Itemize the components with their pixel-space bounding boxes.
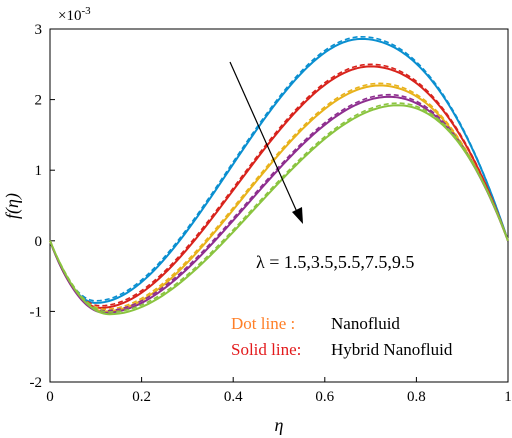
series-solid-line-4 [49, 95, 509, 314]
y-tick-label: 2 [35, 93, 43, 109]
y-tick-label: 1 [35, 163, 43, 179]
x-axis-label: η [275, 415, 284, 435]
legend-dot-line-desc: Nanofluid [331, 314, 400, 333]
series-dashed-line-4 [49, 93, 509, 312]
x-tick-label: 0.4 [224, 389, 243, 405]
legend-dot-line-label: Dot line : [231, 314, 295, 333]
y-tick-label: 0 [35, 234, 43, 250]
legend-solid-line-desc: Hybrid Nanofluid [331, 340, 453, 359]
y-axis-ticks: -2 -1 0 1 2 3 [30, 22, 55, 391]
series-solid-line-5 [49, 104, 509, 316]
lambda-annotation: λ = 1.5,3.5,5.5,7.5,9.5 [256, 252, 414, 272]
series-dashed-line-5 [49, 102, 509, 313]
legend: Dot line : Nanofluid Solid line: Hybrid … [231, 314, 453, 359]
series-layer [49, 35, 509, 316]
legend-solid-line-label: Solid line: [231, 340, 301, 359]
x-tick-label: 0.8 [407, 389, 426, 405]
y-tick-label: 3 [35, 22, 43, 38]
y-tick-label: -2 [30, 375, 43, 391]
y-multiplier: ×10-3 [58, 5, 91, 24]
series-dashed-line-1 [49, 35, 509, 302]
x-tick-label: 1 [504, 389, 512, 405]
plot-area-frame [49, 28, 509, 383]
lambda-arrow [229, 61, 303, 224]
x-tick-label: 0.2 [132, 389, 151, 405]
y-tick-label: -1 [30, 304, 43, 320]
x-axis-ticks: 0 0.2 0.4 0.6 0.8 1 [46, 377, 512, 405]
y-axis-label: f(η) [2, 193, 23, 219]
x-tick-label: 0.6 [315, 389, 334, 405]
series-dashed-line-2 [49, 63, 509, 307]
x-tick-label: 0 [46, 389, 54, 405]
